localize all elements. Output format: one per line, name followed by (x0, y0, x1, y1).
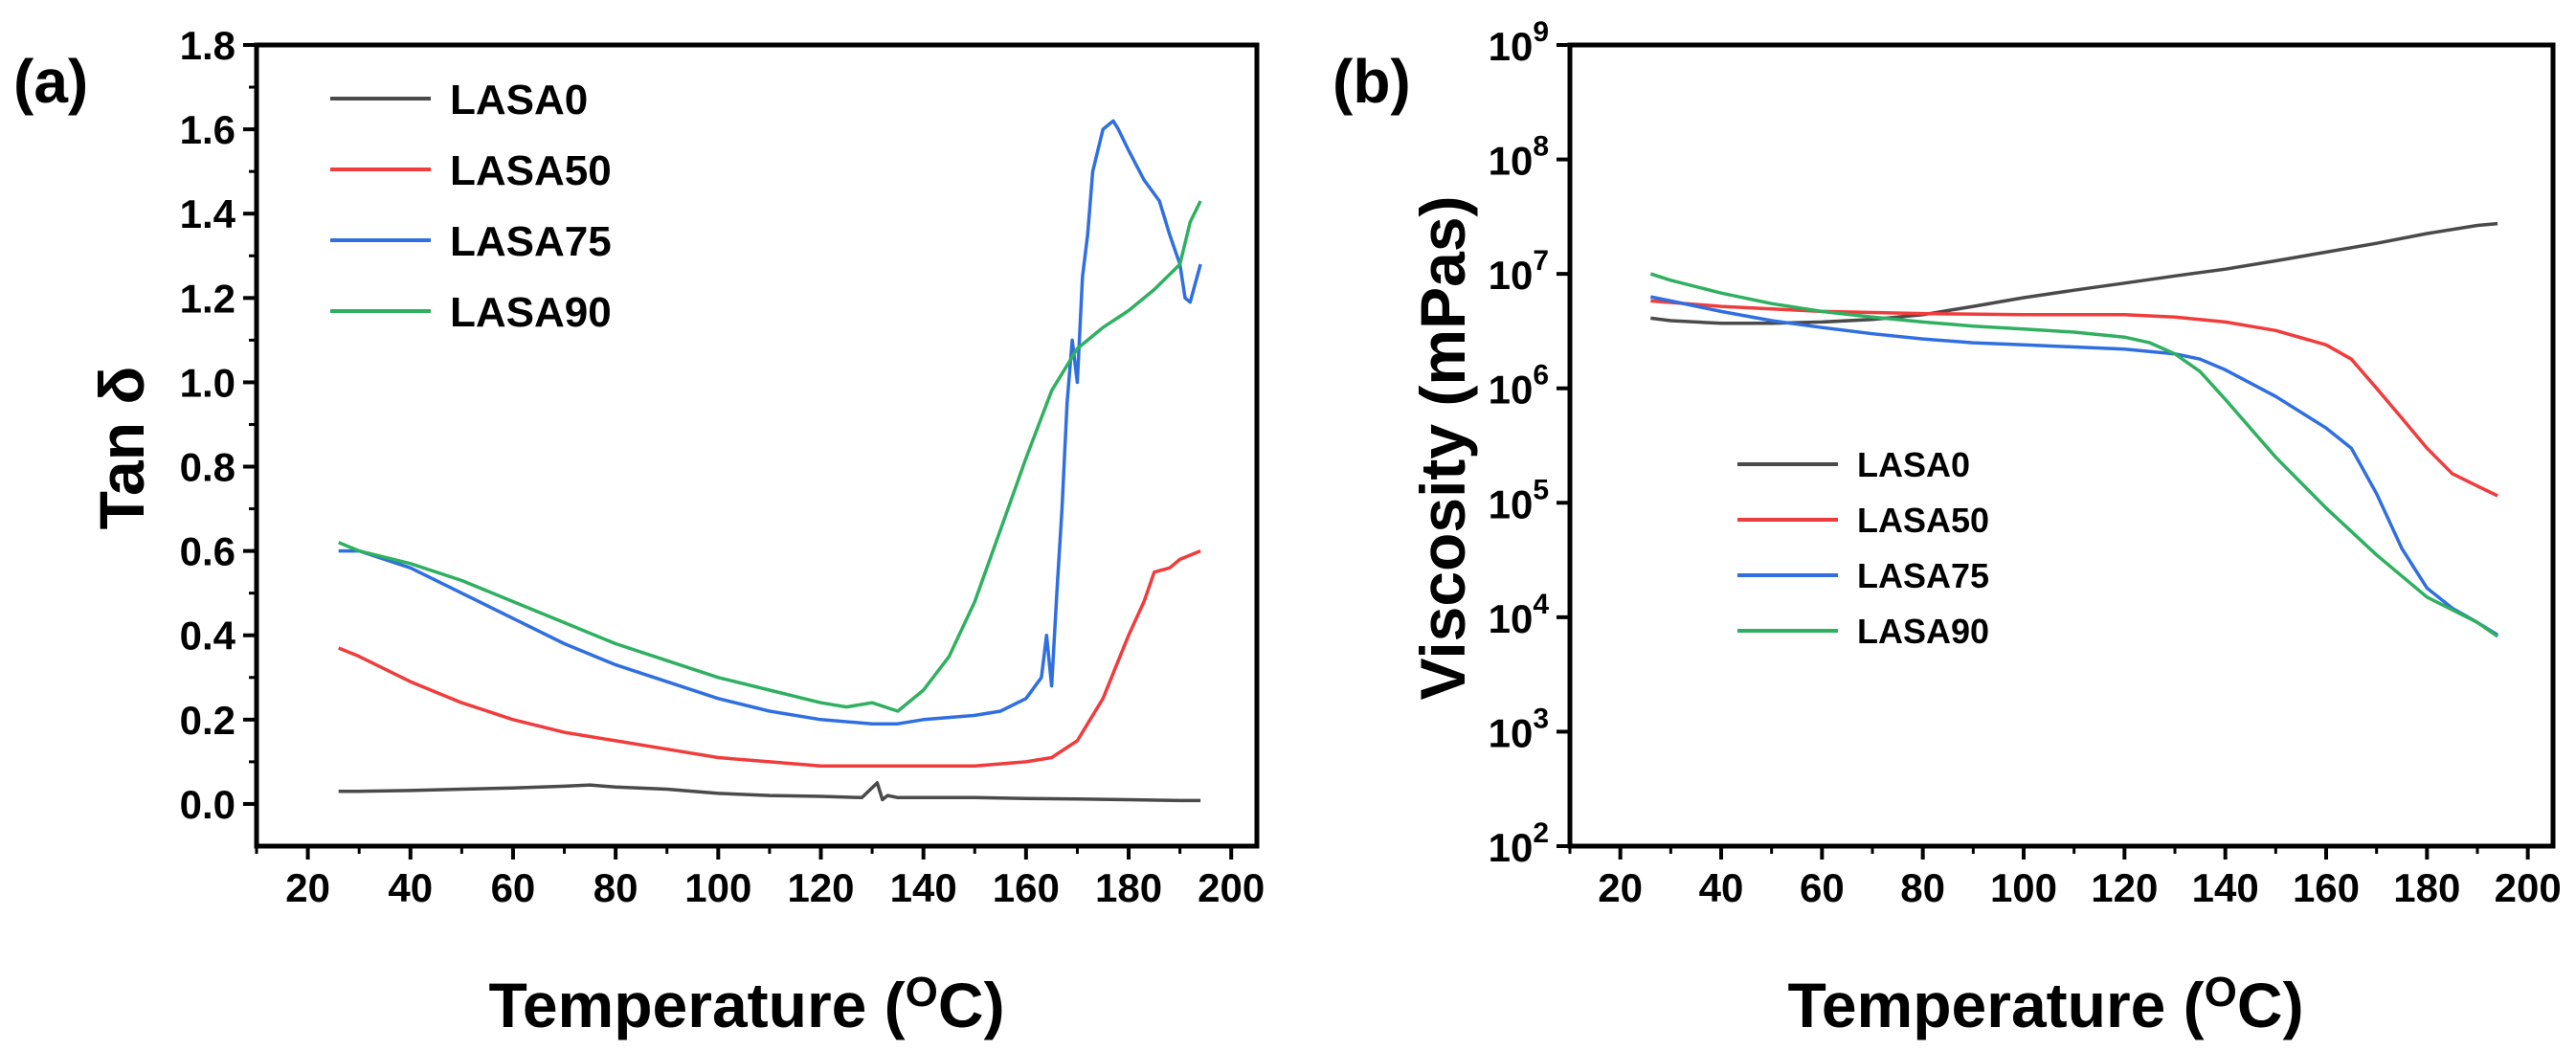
panel-b-legend-label-lasa90: LASA90 (1857, 612, 1989, 651)
panel-a-series-lasa90 (338, 200, 1202, 713)
panel-a-series-lasa75 (338, 119, 1202, 726)
panel-a-ytick-label: 1.0 (180, 360, 235, 405)
panel-b-ytick-label: 107 (1489, 245, 1549, 298)
panel-a-ylabel: Tan δ (86, 367, 157, 530)
panel-a-xtick-label: 60 (491, 865, 536, 910)
panel-b-xtick-label: 20 (1598, 865, 1643, 910)
panel-a: (a) Tan δ Temperature (OC) 20 40 60 80 100 12… (13, 23, 1265, 1040)
panel-a-ytick-label: 0.4 (180, 614, 236, 659)
panel-a-ytick-label: 0.6 (180, 529, 235, 574)
panel-a-ytick-label: 1.2 (180, 276, 235, 321)
panel-a-series-lasa0 (338, 781, 1201, 803)
panel-b-legend-label-lasa50: LASA50 (1857, 501, 1989, 540)
panel-a-xtick-label: 40 (388, 865, 433, 910)
panel-a-xtick-label: 180 (1095, 865, 1162, 910)
panel-b-xtick-label: 120 (2091, 865, 2158, 910)
panel-b-ytick-label: 102 (1489, 817, 1549, 870)
panel-a-xtick-label: 160 (993, 865, 1060, 910)
panel-b-ytick-label: 105 (1489, 474, 1549, 526)
panel-b-xtick-label: 60 (1800, 865, 1845, 910)
panel-a-ytick-label: 0.8 (180, 445, 235, 490)
panel-b-ytick-label: 106 (1489, 360, 1549, 413)
panel-b-ytick-label: 103 (1489, 703, 1549, 755)
panel-b-series-lasa90 (1649, 272, 2499, 638)
panel-b-xtick-label: 100 (1990, 865, 2057, 910)
panel-a-xtick-label: 100 (684, 865, 751, 910)
panel-b-xtick-label: 140 (2192, 865, 2259, 910)
panel-a-plot: 20 40 60 80 100 120 140 160 180 200 0.0 0.2 0.4 0.6 0.… (180, 23, 1266, 910)
panel-a-legend-label-lasa50: LASA50 (450, 147, 612, 194)
panel-b-xtick-label: 80 (1900, 865, 1945, 910)
panel-a-ytick-label: 1.4 (180, 191, 236, 236)
panel-b-series-lasa50 (1650, 299, 2498, 498)
panel-a-xtick-label: 200 (1198, 865, 1265, 910)
panel-b-ytick-label: 108 (1489, 131, 1549, 184)
panel-a-legend-label-lasa90: LASA90 (450, 289, 612, 336)
panel-a-xlabel-end: C) (938, 970, 1005, 1040)
panel-b-xlabel-sup: O (2205, 969, 2237, 1016)
panel-b-xlabel-end: C) (2237, 970, 2304, 1040)
panel-b-xtick-label: 40 (1699, 865, 1744, 910)
panel-b: (b) Viscosity (mPas) Temperature (OC) 20… (1333, 16, 2562, 1040)
panel-b-legend-label-lasa0: LASA0 (1857, 445, 1970, 484)
panel-b-series-group (1649, 221, 2499, 638)
panel-a-xtick-label: 80 (594, 865, 638, 910)
panel-a-xtick-label: 20 (285, 865, 330, 910)
panel-a-ytick-label: 0.0 (180, 782, 235, 827)
panel-b-label: (b) (1333, 47, 1411, 116)
panel-a-series-group (338, 119, 1202, 803)
panel-b-plot: 20 40 60 80 100 120 140 160 180 200 102 103 104 105 10… (1489, 16, 2562, 910)
panel-a-xtick-label: 120 (787, 865, 854, 910)
panel-b-axes-frame (1567, 42, 2556, 849)
panel-a-legend-label-lasa0: LASA0 (450, 77, 588, 123)
panel-b-xlabel-main: Temperature ( (1787, 970, 2204, 1040)
panel-a-ytick-label: 1.8 (180, 23, 235, 68)
panel-b-legend-label-lasa75: LASA75 (1857, 556, 1989, 595)
panel-b-xlabel: Temperature (OC) (1787, 969, 2303, 1040)
panel-a-axes-frame (254, 42, 1260, 849)
panel-a-xtick-label: 140 (890, 865, 957, 910)
panel-b-series-lasa0 (1650, 221, 2498, 325)
panel-b-ytick-label: 104 (1489, 589, 1550, 641)
panel-b-xtick-label: 200 (2495, 865, 2562, 910)
panel-a-xlabel-sup: O (906, 969, 938, 1016)
panel-a-label: (a) (13, 47, 88, 116)
panel-a-ytick-label: 0.2 (180, 698, 235, 743)
panel-a-ytick-label: 1.6 (180, 107, 235, 152)
panel-a-legend-label-lasa75: LASA75 (450, 218, 612, 265)
panel-a-xlabel: Temperature (OC) (488, 969, 1004, 1040)
panel-b-xtick-label: 160 (2293, 865, 2360, 910)
panel-a-series-lasa50 (338, 548, 1201, 769)
panel-b-ylabel: Viscosity (mPas) (1407, 195, 1478, 700)
panel-a-xlabel-main: Temperature ( (488, 970, 905, 1040)
panel-b-xtick-label: 180 (2393, 865, 2460, 910)
panel-b-ytick-label: 109 (1489, 16, 1549, 69)
